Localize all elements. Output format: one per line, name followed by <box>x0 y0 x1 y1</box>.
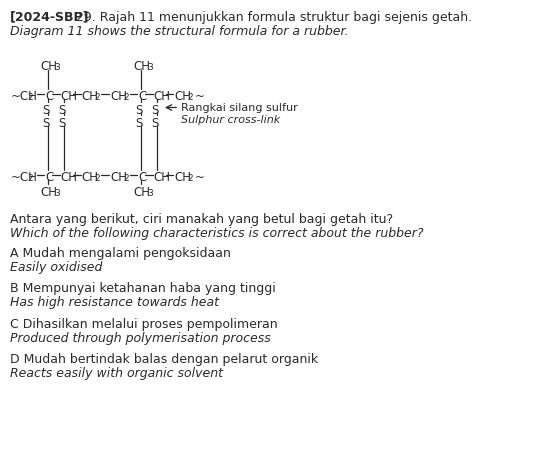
Text: S: S <box>59 117 66 130</box>
Text: 3: 3 <box>147 63 153 72</box>
Text: 2: 2 <box>188 174 193 182</box>
Text: S: S <box>151 103 159 116</box>
Text: S: S <box>135 103 143 116</box>
Text: C: C <box>45 90 54 102</box>
Text: 29. Rajah 11 menunjukkan formula struktur bagi sejenis getah.: 29. Rajah 11 menunjukkan formula struktu… <box>72 11 472 23</box>
Text: CH: CH <box>134 185 150 198</box>
Text: 2: 2 <box>94 92 101 101</box>
Text: C: C <box>138 90 146 102</box>
Text: C Dihasilkan melalui proses pempolimeran: C Dihasilkan melalui proses pempolimeran <box>11 317 278 330</box>
Text: CH: CH <box>154 170 170 183</box>
Text: S: S <box>151 117 159 130</box>
Text: D Mudah bertindak balas dengan pelarut organik: D Mudah bertindak balas dengan pelarut o… <box>11 353 319 366</box>
Text: 3: 3 <box>147 188 153 197</box>
Text: S: S <box>42 103 50 116</box>
Text: S: S <box>42 117 50 130</box>
Text: CH: CH <box>134 60 150 73</box>
Text: CH: CH <box>174 90 191 102</box>
Text: [2024-SBP]: [2024-SBP] <box>11 11 90 23</box>
Text: CH: CH <box>60 170 78 183</box>
Text: CH: CH <box>82 170 98 183</box>
Text: ~: ~ <box>195 170 204 183</box>
Text: 2: 2 <box>27 174 33 182</box>
Text: ~: ~ <box>195 90 204 102</box>
Text: Has high resistance towards heat: Has high resistance towards heat <box>11 296 219 308</box>
Text: S: S <box>59 103 66 116</box>
Text: Which of the following characteristics is correct about the rubber?: Which of the following characteristics i… <box>11 227 424 240</box>
Text: 2: 2 <box>27 92 33 101</box>
Text: Sulphur cross-link: Sulphur cross-link <box>181 115 280 125</box>
Text: ~CH: ~CH <box>11 90 37 102</box>
Text: Reacts easily with organic solvent: Reacts easily with organic solvent <box>11 367 224 380</box>
Text: CH: CH <box>174 170 191 183</box>
Text: Antara yang berikut, ciri manakah yang betul bagi getah itu?: Antara yang berikut, ciri manakah yang b… <box>11 213 394 226</box>
Text: S: S <box>135 117 143 130</box>
Text: CH: CH <box>82 90 98 102</box>
Text: Produced through polymerisation process: Produced through polymerisation process <box>11 331 271 344</box>
Text: 2: 2 <box>188 92 193 101</box>
Text: CH: CH <box>110 170 127 183</box>
Text: CH: CH <box>41 185 58 198</box>
Text: CH: CH <box>154 90 170 102</box>
Text: B Mempunyai ketahanan haba yang tinggi: B Mempunyai ketahanan haba yang tinggi <box>11 282 276 295</box>
Text: C: C <box>138 170 146 183</box>
Text: 2: 2 <box>123 92 129 101</box>
Text: 2: 2 <box>123 174 129 182</box>
Text: C: C <box>45 170 54 183</box>
Text: 3: 3 <box>54 63 60 72</box>
Text: 3: 3 <box>54 188 60 197</box>
Text: A Mudah mengalami pengoksidaan: A Mudah mengalami pengoksidaan <box>11 246 231 259</box>
Text: 2: 2 <box>94 174 101 182</box>
Text: Rangkai silang sulfur: Rangkai silang sulfur <box>181 102 298 112</box>
Text: Easily oxidised: Easily oxidised <box>11 260 103 273</box>
Text: ~CH: ~CH <box>11 170 37 183</box>
Text: CH: CH <box>41 60 58 73</box>
Text: CH: CH <box>60 90 78 102</box>
Text: CH: CH <box>110 90 127 102</box>
Text: Diagram 11 shows the structural formula for a rubber.: Diagram 11 shows the structural formula … <box>11 24 349 38</box>
